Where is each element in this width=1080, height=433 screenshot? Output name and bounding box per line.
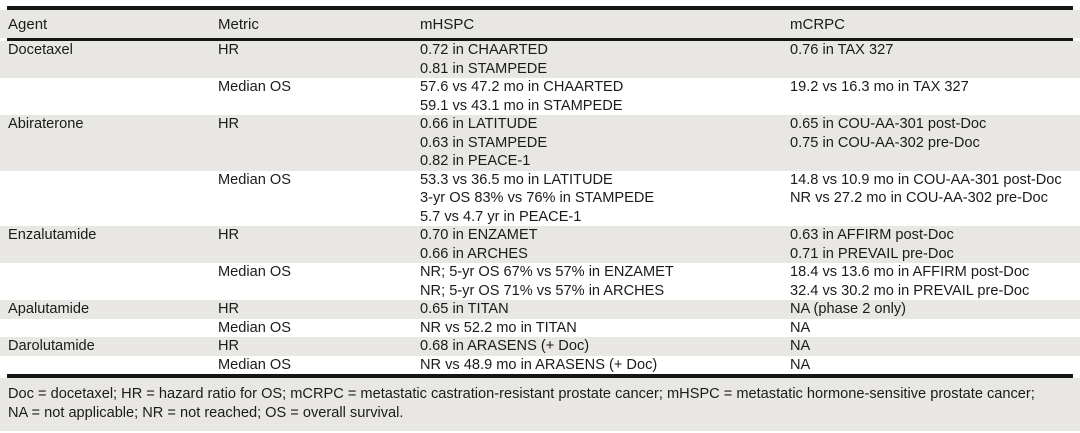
mcrpc-line: 0.75 in COU-AA-302 pre-Doc [790, 134, 980, 151]
agent-cell: Enzalutamide [8, 227, 97, 243]
mhspc-line: 0.72 in CHAARTED [420, 42, 548, 58]
mhspc-line: 57.6 vs 47.2 mo in CHAARTED [420, 79, 624, 95]
agent-cell: Docetaxel [8, 42, 73, 58]
table-row: Median OS NR vs 48.9 mo in ARASENS (+ Do… [0, 355, 1080, 375]
mcrpc-line: 14.8 vs 10.9 mo in COU-AA-301 post-Doc [790, 171, 1062, 188]
mcrpc-cell: NA [790, 356, 1080, 375]
mcrpc-line: NA [790, 319, 811, 336]
mcrpc-line: NA (phase 2 only) [790, 301, 907, 317]
mhspc-line: 0.63 in STAMPEDE [420, 134, 548, 151]
mcrpc-line: 0.76 in TAX 327 [790, 42, 894, 58]
mhspc-line: 0.70 in ENZAMET [420, 227, 538, 243]
mhspc-cell: NR vs 52.2 mo in TITAN [420, 319, 790, 338]
trial-comparison-table: Agent Metric mHSPC mCRPC Docetaxel HR 0.… [0, 6, 1080, 433]
metric-cell: HR [218, 301, 240, 317]
metric-cell: Median OS [218, 79, 292, 95]
table-body: Docetaxel HR 0.72 in CHAARTED 0.81 in ST… [0, 41, 1080, 374]
mcrpc-line: 0.63 in AFFIRM post-Doc [790, 227, 954, 243]
mhspc-cell: 0.72 in CHAARTED 0.81 in STAMPEDE [420, 41, 790, 78]
mcrpc-line: 19.2 vs 16.3 mo in TAX 327 [790, 79, 969, 95]
mhspc-line: 0.66 in LATITUDE [420, 116, 538, 132]
mhspc-line: 0.82 in PEACE-1 [420, 153, 531, 169]
agent-cell [8, 356, 218, 375]
mhspc-line: 59.1 vs 43.1 mo in STAMPEDE [420, 97, 623, 114]
mhspc-cell: NR vs 48.9 mo in ARASENS (+ Doc) [420, 356, 790, 375]
table-row: Docetaxel HR 0.72 in CHAARTED 0.81 in ST… [0, 41, 1080, 78]
table-footnote: Doc = docetaxel; HR = hazard ratio for O… [0, 378, 1080, 431]
mcrpc-cell: NA [790, 337, 1080, 356]
metric-cell: Median OS [218, 264, 292, 280]
mhspc-line: 0.65 in TITAN [420, 301, 509, 317]
metric-cell: Median OS [218, 356, 292, 373]
footnote-line: Doc = docetaxel; HR = hazard ratio for O… [8, 386, 1035, 402]
metric-cell: Median OS [218, 319, 292, 336]
mcrpc-cell: 18.4 vs 13.6 mo in AFFIRM post-Doc 32.4 … [790, 263, 1080, 300]
column-header-metric: Metric [218, 15, 259, 33]
mhspc-line: 5.7 vs 4.7 yr in PEACE-1 [420, 208, 582, 225]
agent-cell: Abiraterone [8, 116, 84, 132]
mhspc-line: 0.81 in STAMPEDE [420, 60, 548, 77]
agent-cell [8, 263, 218, 300]
mcrpc-cell: 0.63 in AFFIRM post-Doc 0.71 in PREVAIL … [790, 226, 1080, 263]
mcrpc-cell: 0.76 in TAX 327 [790, 41, 1080, 78]
bottom-rule [7, 374, 1073, 378]
column-header-agent: Agent [8, 15, 48, 33]
mcrpc-cell: 0.65 in COU-AA-301 post-Doc 0.75 in COU-… [790, 115, 1080, 171]
mhspc-line: 0.66 in ARCHES [420, 245, 528, 262]
metric-cell: HR [218, 42, 240, 58]
mcrpc-line: 32.4 vs 30.2 mo in PREVAIL pre-Doc [790, 282, 1030, 299]
mcrpc-line: 0.65 in COU-AA-301 post-Doc [790, 116, 987, 132]
table-header-row: Agent Metric mHSPC mCRPC [0, 10, 1080, 38]
agent-cell [8, 78, 218, 115]
metric-cell: HR [218, 227, 240, 243]
mcrpc-line: NA [790, 356, 811, 373]
mcrpc-cell: 19.2 vs 16.3 mo in TAX 327 [790, 78, 1080, 115]
mcrpc-line: NR vs 27.2 mo in COU-AA-302 pre-Doc [790, 190, 1048, 206]
table-row: Median OS 53.3 vs 36.5 mo in LATITUDE 3-… [0, 170, 1080, 227]
footnote-line: NA = not applicable; NR = not reached; O… [8, 404, 404, 421]
table-row: Median OS 57.6 vs 47.2 mo in CHAARTED 59… [0, 78, 1080, 115]
mhspc-cell: NR; 5-yr OS 67% vs 57% in ENZAMET NR; 5-… [420, 263, 790, 300]
agent-cell: Apalutamide [8, 301, 90, 317]
mhspc-cell: 53.3 vs 36.5 mo in LATITUDE 3-yr OS 83% … [420, 171, 790, 227]
metric-cell: HR [218, 116, 240, 132]
mcrpc-cell: 14.8 vs 10.9 mo in COU-AA-301 post-Doc N… [790, 171, 1080, 227]
agent-cell [8, 319, 218, 338]
agent-cell: Darolutamide [8, 338, 95, 354]
header-rule [7, 38, 1073, 41]
mhspc-line: 53.3 vs 36.5 mo in LATITUDE [420, 171, 613, 188]
mcrpc-line: NA [790, 338, 811, 354]
table-row: Enzalutamide HR 0.70 in ENZAMET 0.66 in … [0, 226, 1080, 263]
mhspc-line: 0.68 in ARASENS (+ Doc) [420, 338, 590, 354]
mhspc-line: NR vs 48.9 mo in ARASENS (+ Doc) [420, 356, 658, 373]
mhspc-cell: 0.66 in LATITUDE 0.63 in STAMPEDE 0.82 i… [420, 115, 790, 171]
column-header-mhspc: mHSPC [420, 15, 475, 33]
mhspc-cell: 0.70 in ENZAMET 0.66 in ARCHES [420, 226, 790, 263]
metric-cell: Median OS [218, 171, 292, 188]
metric-cell: HR [218, 338, 240, 354]
column-header-mcrpc: mCRPC [790, 15, 845, 33]
table-row: Median OS NR; 5-yr OS 67% vs 57% in ENZA… [0, 263, 1080, 300]
mcrpc-cell: NA [790, 319, 1080, 338]
table-row: Darolutamide HR 0.68 in ARASENS (+ Doc) … [0, 337, 1080, 356]
mhspc-cell: 0.65 in TITAN [420, 300, 790, 319]
top-rule [7, 6, 1073, 10]
table-row: Median OS NR vs 52.2 mo in TITAN NA [0, 318, 1080, 338]
mcrpc-line: 18.4 vs 13.6 mo in AFFIRM post-Doc [790, 264, 1030, 280]
agent-cell [8, 171, 218, 227]
mcrpc-cell: NA (phase 2 only) [790, 300, 1080, 319]
table-row: Abiraterone HR 0.66 in LATITUDE 0.63 in … [0, 115, 1080, 171]
mhspc-line: NR vs 52.2 mo in TITAN [420, 319, 577, 336]
mcrpc-line: 0.71 in PREVAIL pre-Doc [790, 245, 954, 262]
mhspc-cell: 0.68 in ARASENS (+ Doc) [420, 337, 790, 356]
mhspc-line: NR; 5-yr OS 71% vs 57% in ARCHES [420, 282, 665, 299]
mhspc-cell: 57.6 vs 47.2 mo in CHAARTED 59.1 vs 43.1… [420, 78, 790, 115]
mhspc-line: 3-yr OS 83% vs 76% in STAMPEDE [420, 190, 655, 206]
mhspc-line: NR; 5-yr OS 67% vs 57% in ENZAMET [420, 264, 674, 280]
table-row: Apalutamide HR 0.65 in TITAN NA (phase 2… [0, 300, 1080, 319]
